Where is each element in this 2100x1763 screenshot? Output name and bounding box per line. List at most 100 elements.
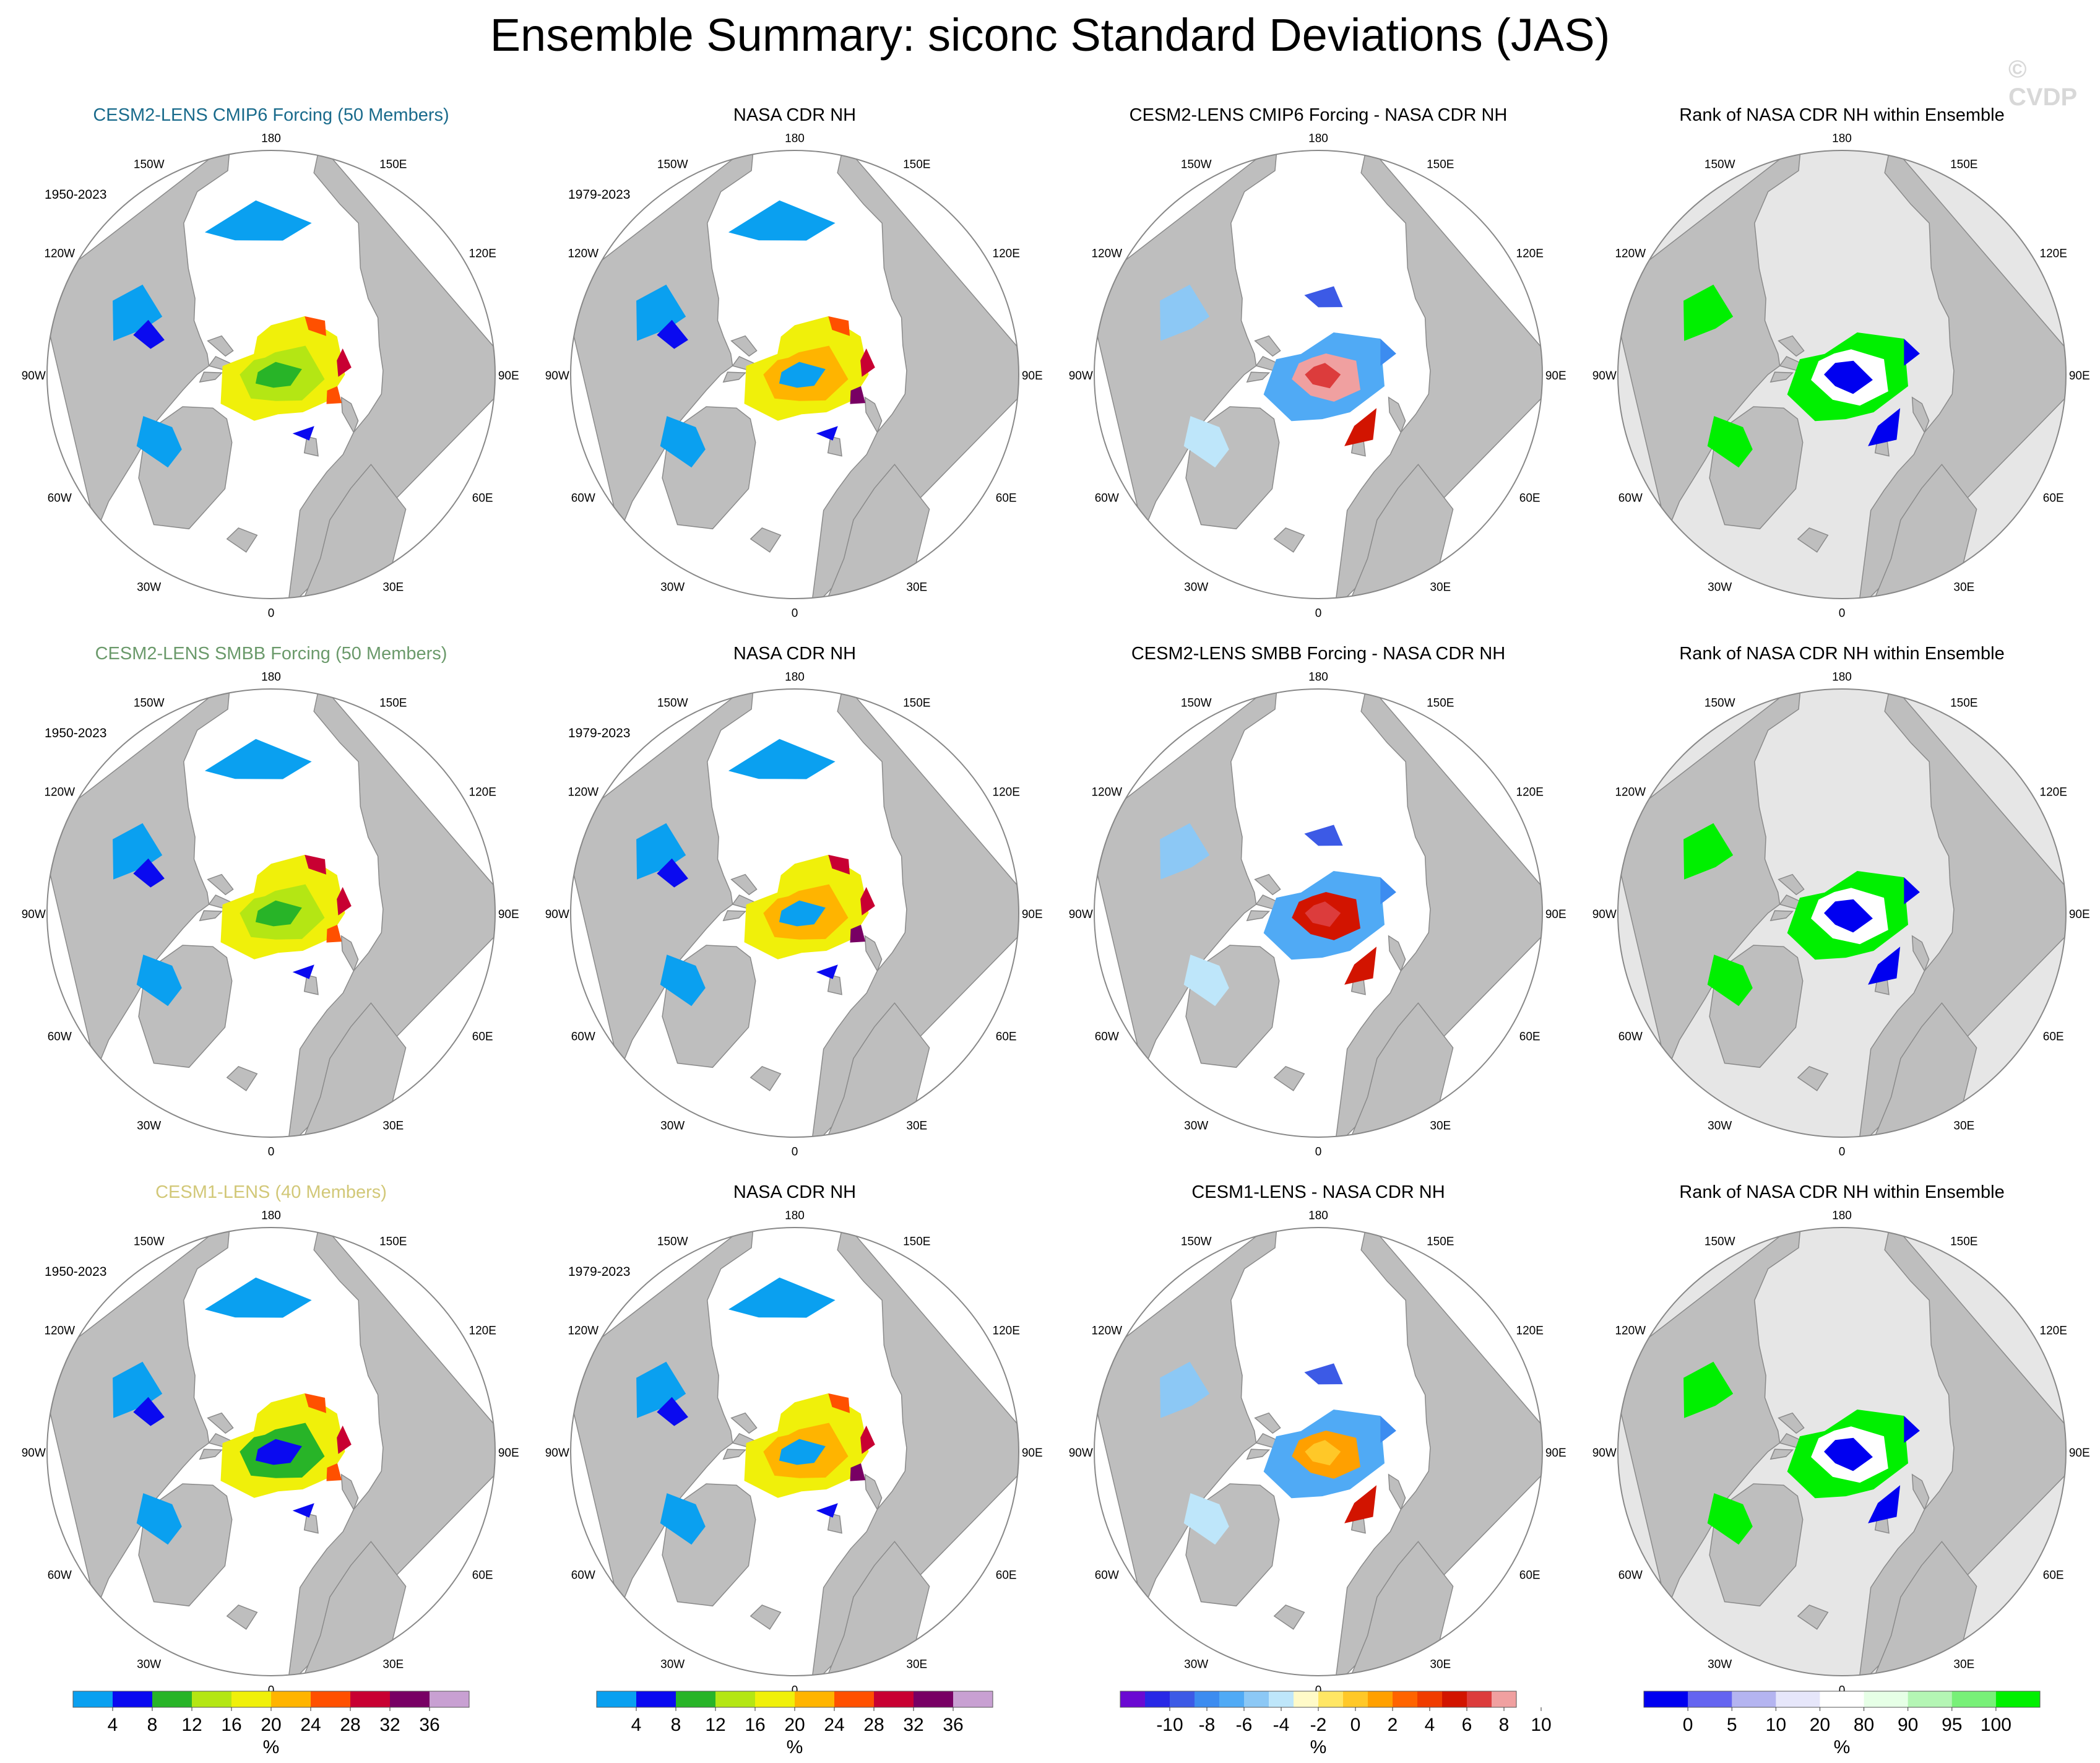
longitude-label: 30E bbox=[906, 1120, 927, 1133]
ice-region-1 bbox=[1683, 1361, 1734, 1418]
longitude-label: 0 bbox=[268, 607, 275, 620]
ice-region-8 bbox=[1380, 339, 1396, 366]
land-mass-6 bbox=[827, 436, 842, 457]
colorbar-swatch bbox=[311, 1691, 351, 1707]
colorbar-swatch bbox=[152, 1691, 192, 1707]
land-mass-10 bbox=[1246, 1449, 1271, 1460]
land-mass-4 bbox=[1349, 464, 1454, 599]
ice-region-2 bbox=[113, 1361, 163, 1418]
ice-region-1 bbox=[204, 1277, 312, 1318]
colorbar-tick-label: 4 bbox=[1425, 1715, 1435, 1735]
land-mass-2 bbox=[47, 689, 231, 1072]
panel-title: CESM1-LENS (40 Members) bbox=[155, 1182, 387, 1202]
colorbar-swatch bbox=[1776, 1691, 1820, 1707]
ice-region-7 bbox=[255, 1439, 302, 1465]
land-mass-2 bbox=[1618, 1228, 1802, 1611]
period-label: 1950-2023 bbox=[45, 1265, 106, 1279]
land-mass-1 bbox=[1334, 1228, 1542, 1676]
map-layers bbox=[1618, 1228, 2066, 1676]
longitude-label: 120W bbox=[1615, 786, 1646, 799]
colorbar-3: -10 -8 -6 -4 -2 0 2 4 6 8 10% bbox=[1120, 1691, 1552, 1757]
land-mass-5 bbox=[750, 527, 782, 553]
ice-region-4 bbox=[660, 955, 706, 1007]
ice-region-8 bbox=[828, 1393, 850, 1413]
colorbar-swatch bbox=[1864, 1691, 1909, 1707]
land-mass-1 bbox=[1857, 150, 2066, 599]
colorbar-swatch bbox=[1951, 1691, 1997, 1707]
ice-region-7 bbox=[779, 362, 826, 388]
panel-title: NASA CDR NH bbox=[733, 1182, 856, 1202]
longitude-label: 90W bbox=[22, 370, 46, 383]
colorbar-swatch bbox=[192, 1691, 232, 1707]
map-layers bbox=[47, 1228, 495, 1676]
map-panel-r3-c3: 180 150E 120E 90E 60E 30E 0 30W 60W 90W 120W 150W CE… bbox=[1069, 1182, 1566, 1697]
ice-region-8 bbox=[828, 316, 850, 336]
ice-region-5 bbox=[1824, 360, 1873, 394]
colorbar-2: 4 8 12 16 20 24 28 32 36% bbox=[596, 1691, 993, 1757]
colorbar-swatch bbox=[1145, 1691, 1170, 1707]
watermark: © CVDP bbox=[2008, 56, 2078, 111]
colorbar-swatch bbox=[953, 1691, 993, 1707]
land-mass-2 bbox=[1094, 1228, 1278, 1611]
map-panel-r1-c4: 180 150E 120E 90E 60E 30E 0 30W 60W 90W 120W 150W Ra… bbox=[1592, 105, 2090, 620]
colorbar-swatch bbox=[1995, 1691, 2041, 1707]
colorbar-swatch bbox=[1170, 1691, 1195, 1707]
longitude-label: 90W bbox=[1592, 370, 1617, 383]
land-mass-6 bbox=[827, 974, 842, 995]
ice-region-3 bbox=[657, 858, 688, 888]
land-mass-1 bbox=[1334, 689, 1542, 1137]
panel-title: Rank of NASA CDR NH within Ensemble bbox=[1679, 1182, 2004, 1202]
longitude-label: 0 bbox=[1315, 607, 1322, 620]
map-rim bbox=[1617, 688, 2067, 1138]
period-label: 1979-2023 bbox=[568, 1265, 630, 1279]
period-label: 1979-2023 bbox=[568, 188, 630, 202]
land-mass-7 bbox=[1911, 1473, 1930, 1511]
longitude-label: 0 bbox=[792, 1684, 798, 1697]
longitude-label: 30E bbox=[906, 1658, 927, 1671]
longitude-label: 30W bbox=[1708, 581, 1732, 594]
map-layers bbox=[1094, 1228, 1542, 1676]
colorbar-tick-label: 20 bbox=[1810, 1715, 1830, 1735]
longitude-label: 90E bbox=[1022, 370, 1043, 383]
longitude-label: 60E bbox=[2043, 492, 2064, 505]
longitude-label: 120W bbox=[1091, 1325, 1122, 1338]
colorbar-swatch bbox=[914, 1691, 954, 1707]
land-mass-7 bbox=[340, 1473, 359, 1511]
land-mass-10 bbox=[722, 1449, 747, 1460]
longitude-label: 150E bbox=[903, 1235, 930, 1248]
land-mass-8 bbox=[730, 1412, 758, 1434]
map-rim bbox=[570, 1227, 1019, 1676]
land-mass-1 bbox=[810, 689, 1019, 1137]
land-mass-10 bbox=[1769, 910, 1794, 922]
ice-region-7 bbox=[1304, 286, 1343, 308]
ice-region-9 bbox=[860, 1425, 875, 1454]
colorbar-tick-label: 12 bbox=[705, 1715, 725, 1735]
land-mass-4 bbox=[1873, 1002, 1977, 1137]
ice-region-11 bbox=[816, 1503, 838, 1518]
longitude-label: 120E bbox=[2040, 248, 2067, 261]
longitude-label: 30W bbox=[660, 1658, 685, 1671]
land-mass-8 bbox=[207, 335, 234, 357]
longitude-label: 0 bbox=[1839, 1146, 1846, 1159]
land-mass-5 bbox=[1273, 1605, 1305, 1630]
ice-region-10 bbox=[326, 1463, 342, 1481]
land-mass-4 bbox=[1349, 1541, 1454, 1676]
longitude-label: 0 bbox=[1315, 1146, 1322, 1159]
longitude-label: 30W bbox=[1708, 1658, 1732, 1671]
ice-region-1 bbox=[204, 739, 312, 779]
longitude-label: 150W bbox=[1181, 158, 1212, 171]
longitude-label: 30W bbox=[137, 1658, 161, 1671]
colorbar-tick-label: 20 bbox=[261, 1715, 281, 1735]
ice-region-9 bbox=[860, 886, 875, 916]
colorbar-tick-label: 95 bbox=[1942, 1715, 1962, 1735]
colorbar-tick-label: 32 bbox=[379, 1715, 400, 1735]
map-panel-r2-c1: 180 150E 120E 90E 60E 30E 0 30W 60W 90W 120W 150W CE… bbox=[22, 644, 519, 1159]
longitude-label: 90W bbox=[545, 1447, 569, 1460]
ice-region-2 bbox=[1707, 955, 1753, 1007]
longitude-label: 0 bbox=[1839, 1684, 1846, 1697]
longitude-label: 120E bbox=[469, 248, 496, 261]
colorbar-swatch bbox=[1343, 1691, 1368, 1707]
colorbar-swatch bbox=[1820, 1691, 1865, 1707]
ice-region-4 bbox=[136, 955, 182, 1007]
